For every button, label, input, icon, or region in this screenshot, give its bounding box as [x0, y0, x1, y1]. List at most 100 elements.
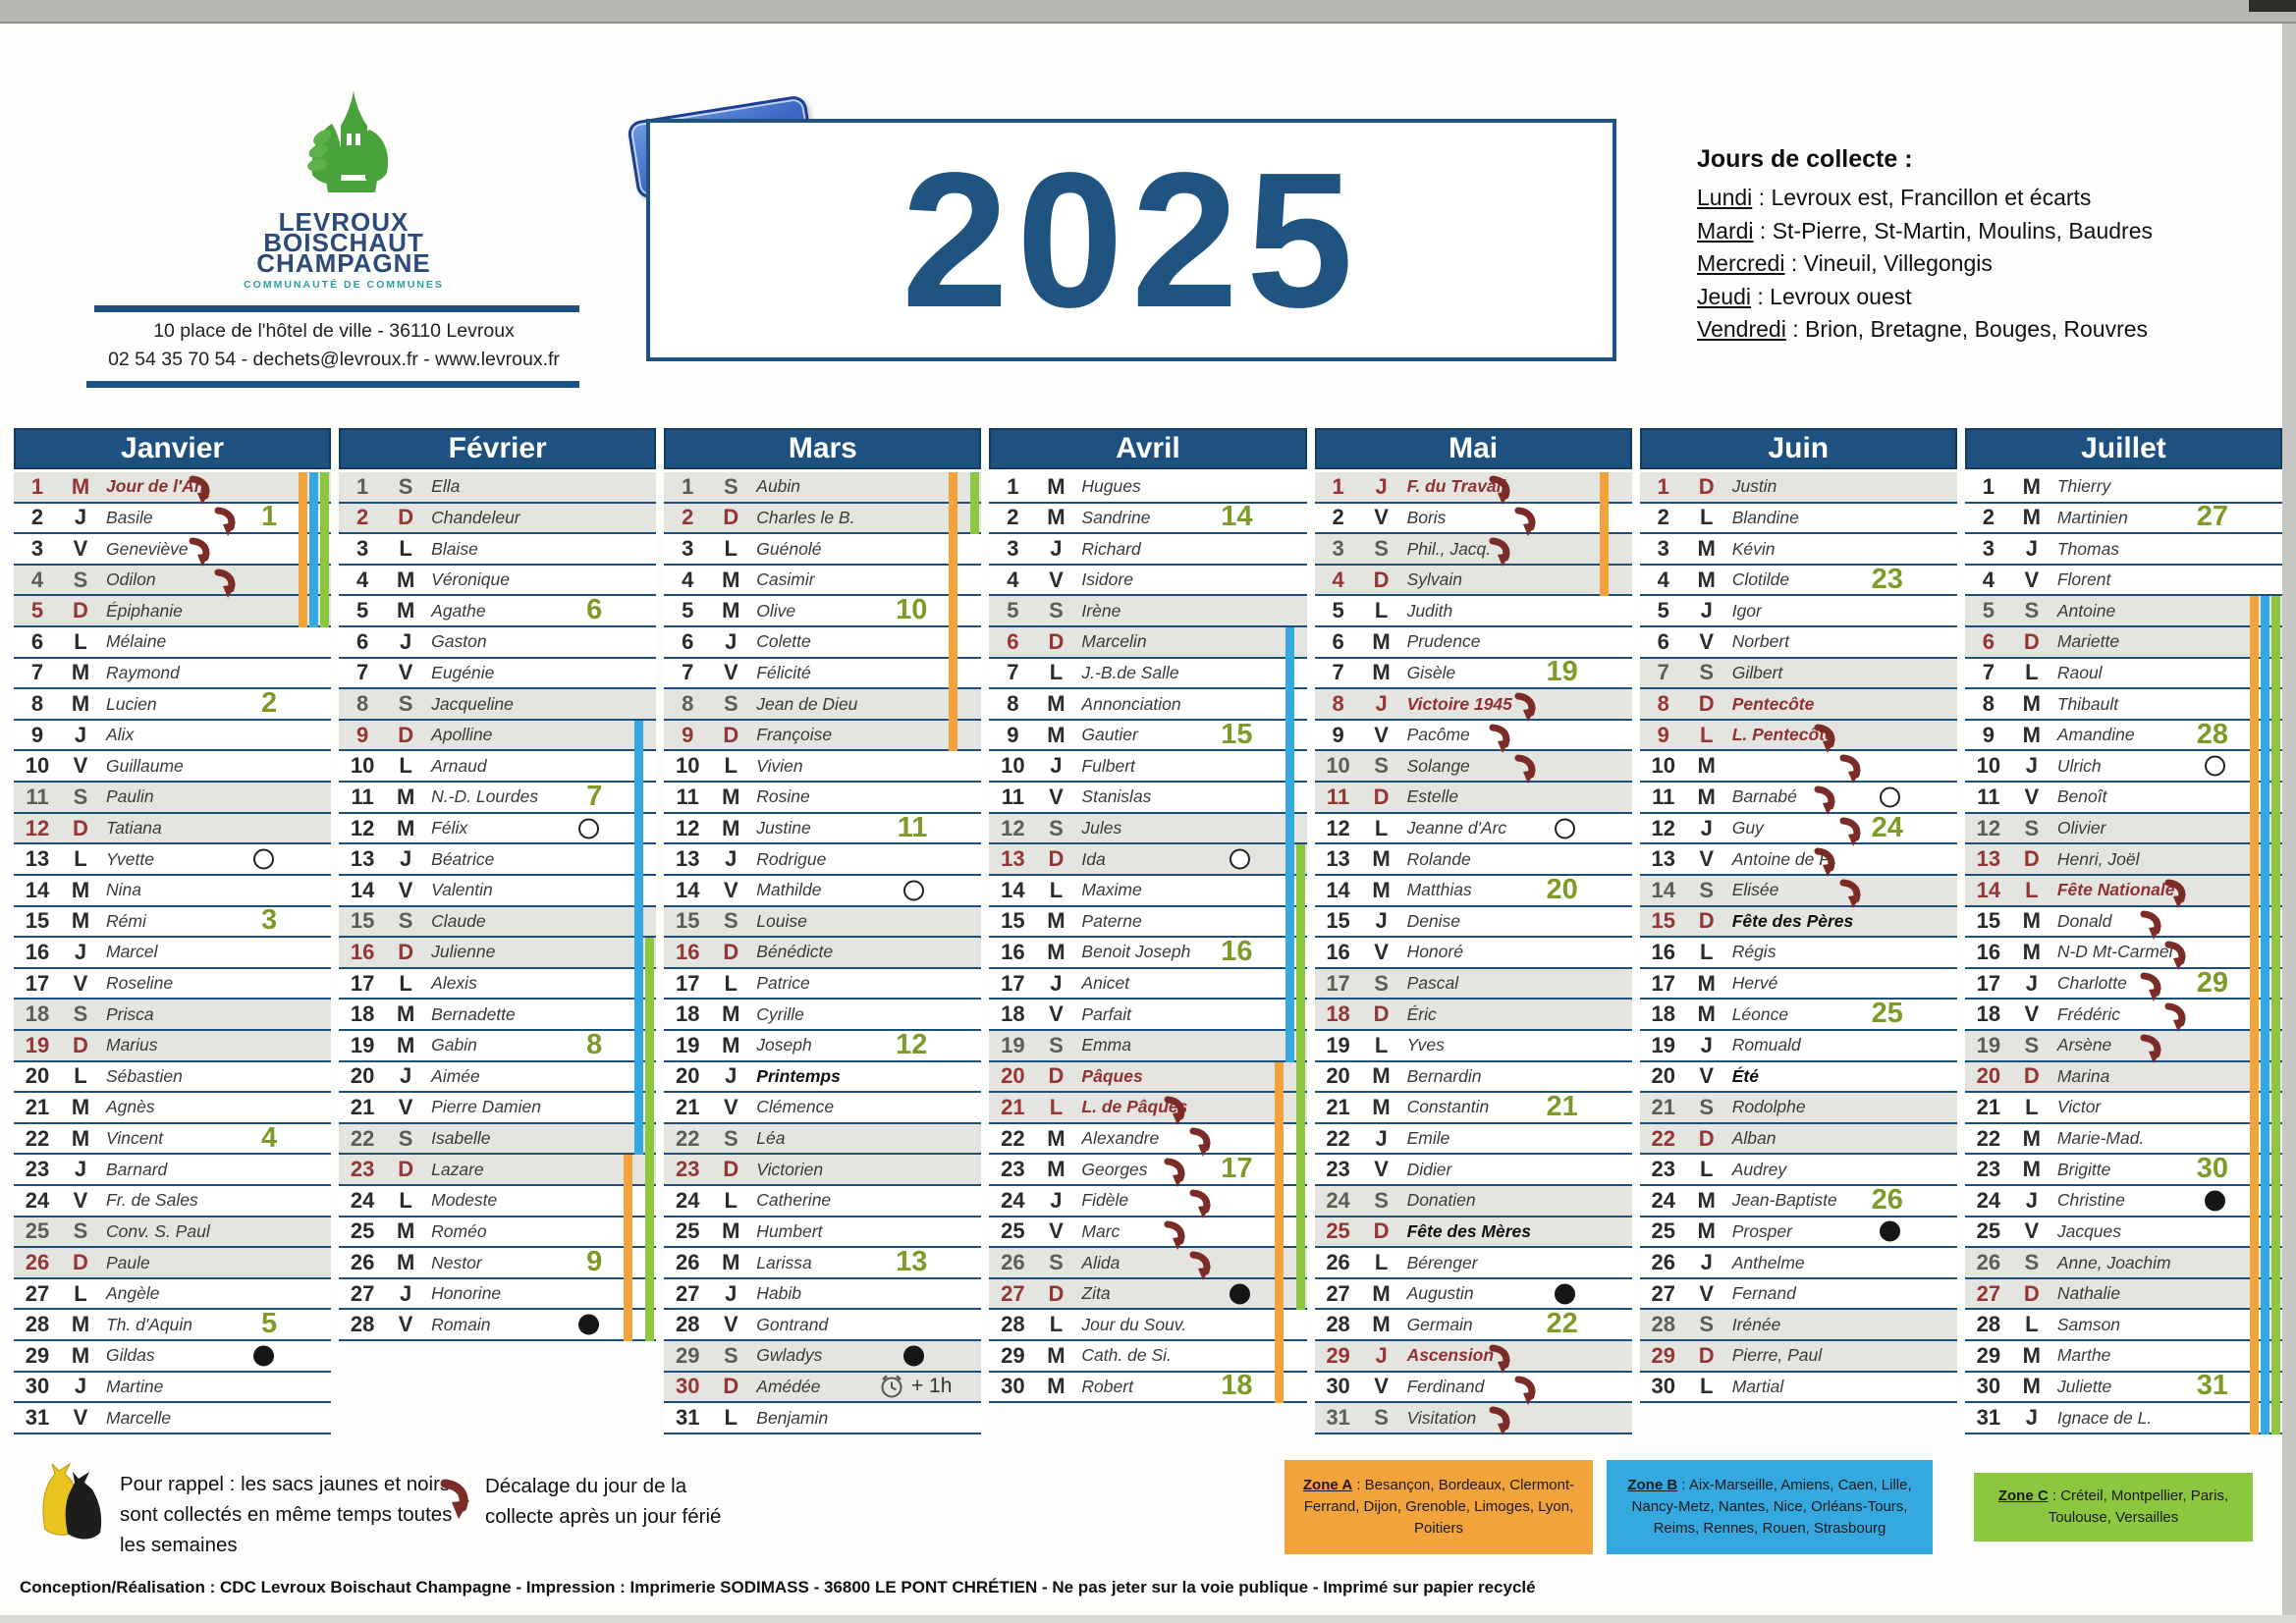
- collecte-shift-arrow-icon: [1189, 1251, 1213, 1282]
- areas-label: St-Pierre, St-Martin, Moulins, Baudres: [1772, 217, 2153, 243]
- day-row: 8 M Annonciation: [989, 689, 1307, 721]
- day-number: 28: [350, 1312, 375, 1337]
- day-row: 10 J Ulrich: [1964, 751, 2282, 784]
- day-row: 21 M Agnès: [14, 1093, 332, 1124]
- day-row: 14 L Maxime: [989, 875, 1307, 907]
- day-letter: M: [2022, 505, 2041, 530]
- week-number: 10: [896, 594, 928, 626]
- day-letter: L: [2025, 660, 2039, 685]
- day-letter: M: [1047, 1342, 1066, 1368]
- day-row: 26 S Anne, Joachim: [1964, 1248, 2282, 1279]
- saint-name: Fidèle: [1081, 1190, 1129, 1211]
- day-row: 22 D Alban: [1639, 1123, 1957, 1156]
- day-letter: S: [1049, 1250, 1064, 1275]
- day-row: 14 V Valentin: [339, 875, 657, 907]
- divider: [86, 381, 579, 388]
- day-number: 28: [1001, 1312, 1025, 1337]
- day-row: 30 L Martial: [1639, 1372, 1957, 1404]
- saint-name: Matthias: [1406, 880, 1472, 900]
- day-letter: S: [723, 1342, 738, 1368]
- saint-name: Printemps: [756, 1065, 841, 1086]
- saint-name: Arnaud: [431, 755, 487, 776]
- saint-name: Alix: [106, 725, 135, 745]
- day-number: 2: [356, 505, 369, 530]
- areas-label: Levroux est, Francillon et écarts: [1771, 185, 2092, 210]
- print-credit-line: Conception/Réalisation : CDC Levroux Boi…: [20, 1578, 1536, 1596]
- month-avril: Avril 1 M Hugues 2 M Sandrine 14 3 J Richard 4 V Isid…: [989, 428, 1307, 1434]
- day-letter: M: [71, 691, 90, 717]
- day-row: 30 M Robert 18: [989, 1370, 1307, 1404]
- day-row: 25 V Jacques: [1964, 1217, 2282, 1249]
- day-number: 30: [1326, 1374, 1350, 1399]
- school-holiday-bar-zone-c: [645, 938, 655, 1342]
- day-number: 2: [1657, 505, 1669, 530]
- day-row: 9 V Pacôme: [1314, 720, 1632, 753]
- collecte-shift-arrow-icon: [1489, 1406, 1512, 1437]
- day-number: 22: [676, 1125, 700, 1151]
- day-row: 12 S Olivier: [1964, 813, 2282, 845]
- day-row: 11 D Estelle: [1314, 783, 1632, 814]
- saint-name: Véronique: [431, 569, 510, 590]
- day-number: 18: [1651, 1001, 1675, 1027]
- day-row: 18 V Parfait: [989, 1000, 1307, 1031]
- saint-name: Rodolphe: [1731, 1097, 1806, 1117]
- day-row: 21 L L. de Pâques: [989, 1093, 1307, 1126]
- day-number: 3: [1982, 536, 1995, 562]
- day-letter: S: [398, 908, 413, 934]
- day-letter: S: [723, 1125, 738, 1151]
- saint-name: Emile: [1406, 1128, 1450, 1149]
- day-letter: M: [1372, 877, 1391, 902]
- moon-full-icon: [2204, 755, 2225, 777]
- day-row: 12 M Justine 11: [664, 811, 982, 845]
- day-row: 27 J Habib: [664, 1278, 982, 1311]
- day-number: 23: [1976, 1157, 2001, 1182]
- week-number: 15: [1221, 718, 1253, 750]
- day-row: 10 S Solange: [1314, 751, 1632, 784]
- day-letter: J: [725, 846, 738, 872]
- day-letter: M: [2022, 722, 2041, 747]
- day-number: 18: [350, 1001, 375, 1027]
- day-row: 15 M Paterne: [989, 906, 1307, 939]
- collection-day-thursday: Jeudi : Levroux ouest: [1697, 281, 2286, 314]
- day-number: 24: [1651, 1187, 1675, 1213]
- day-number: 21: [1976, 1094, 2001, 1119]
- day-row: 26 L Bérenger: [1314, 1248, 1632, 1279]
- day-letter: V: [723, 1312, 738, 1337]
- day-number: 1: [30, 473, 44, 499]
- saint-name: Visitation: [1406, 1407, 1477, 1428]
- day-letter: M: [1697, 753, 1716, 779]
- day-row: 5 M Olive 10: [664, 594, 982, 628]
- saint-name: Yves: [1406, 1035, 1445, 1055]
- saint-name: Ulrich: [2056, 755, 2102, 776]
- day-letter: L: [1699, 1157, 1714, 1182]
- day-row: 21 S Rodolphe: [1639, 1093, 1957, 1124]
- day-letter: V: [1699, 1063, 1715, 1089]
- week-number: 16: [1221, 935, 1253, 967]
- day-number: 25: [1326, 1218, 1350, 1244]
- month-days: 1 S Ella 2 D Chandeleur 3 L Blaise 4 M Véronique 5 M A…: [339, 472, 657, 1434]
- day-number: 26: [350, 1250, 375, 1275]
- day-row: 16 D Bénédicte: [664, 938, 982, 969]
- day-letter: S: [1699, 660, 1715, 685]
- day-letter: J: [1375, 691, 1388, 717]
- day-letter: M: [396, 1218, 415, 1244]
- day-letter: L: [1049, 1094, 1064, 1119]
- day-number: 7: [682, 660, 694, 685]
- saint-name: Georges: [1081, 1159, 1148, 1179]
- saint-name: Nina: [106, 880, 141, 900]
- day-letter: V: [1699, 628, 1715, 654]
- day-letter: V: [1374, 1157, 1389, 1182]
- school-holiday-bar-zone-b: [309, 472, 319, 628]
- day-letter: D: [2023, 628, 2040, 654]
- saint-name: Fête Nationale: [2056, 880, 2175, 900]
- address-line1: 10 place de l'hôtel de ville - 36110 Lev…: [153, 320, 515, 342]
- saint-name: Jules: [1081, 818, 1122, 838]
- saint-name: Roseline: [106, 973, 174, 994]
- saint-name: Amandine: [2056, 725, 2135, 745]
- day-row: 13 J Béatrice: [339, 844, 657, 876]
- day-letter: M: [1047, 908, 1066, 934]
- day-letter: M: [2022, 908, 2041, 934]
- day-letter: V: [723, 660, 738, 685]
- day-row: 19 S Emma: [989, 1030, 1307, 1062]
- school-holiday-bar-zone-a: [299, 472, 308, 628]
